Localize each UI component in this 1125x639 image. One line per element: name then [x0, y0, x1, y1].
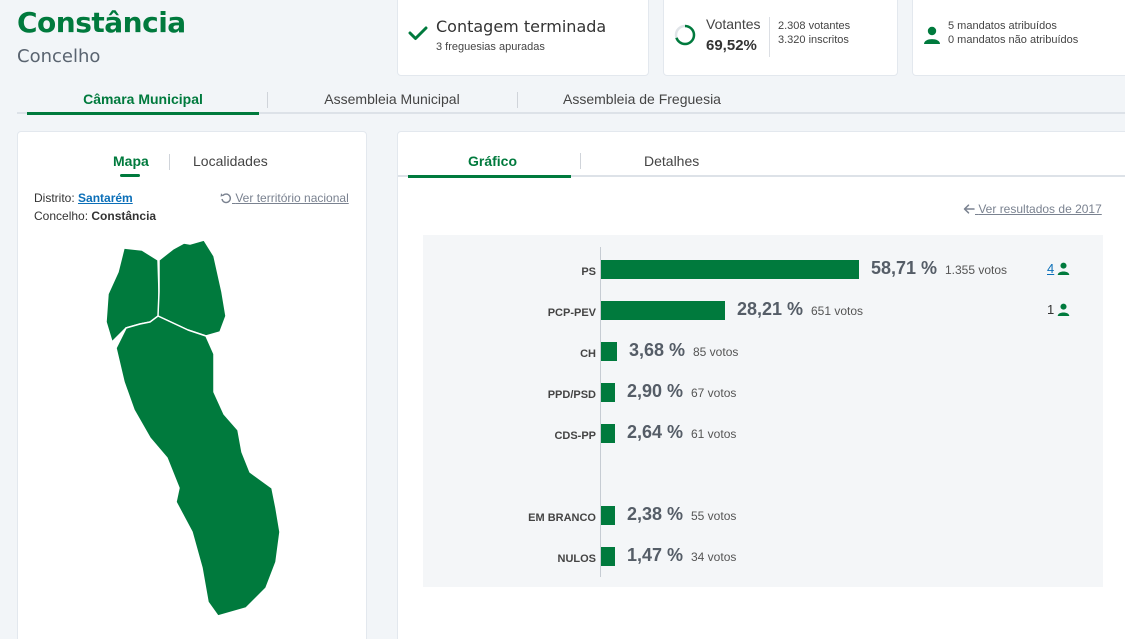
- party-label: EM BRANCO: [528, 512, 596, 524]
- subtab-separator: [169, 154, 170, 170]
- result-bar: [601, 260, 859, 279]
- results-panel: Gráfico Detalhes Ver resultados de 2017 …: [397, 131, 1125, 639]
- seats-number: 1: [1047, 302, 1055, 317]
- district-label: Distrito:: [34, 191, 75, 205]
- tabs-baseline: [17, 112, 1125, 114]
- voters-label: Votantes: [706, 16, 761, 32]
- previous-results-link[interactable]: Ver resultados de 2017: [963, 202, 1102, 216]
- tab-separator: [517, 92, 518, 108]
- map-parish-south[interactable]: [115, 315, 281, 617]
- tab-assembleia-freguesia[interactable]: Assembleia de Freguesia: [563, 91, 721, 107]
- page-subtitle: Concelho: [17, 46, 101, 67]
- chart-axis-line: [600, 247, 601, 577]
- party-label: NULOS: [557, 553, 597, 565]
- percent-label: 28,21 %: [737, 299, 804, 319]
- mandates-assigned: 5 mandatos atribuídos: [948, 20, 1057, 32]
- percent-label: 2,64 %: [627, 422, 684, 442]
- district-link[interactable]: Santarém: [78, 191, 133, 205]
- party-label: CDS-PP: [554, 430, 596, 442]
- tab-separator: [267, 92, 268, 108]
- county-value: Constância: [91, 209, 157, 223]
- votes-label: 85 votos: [693, 345, 739, 359]
- result-bar: [601, 506, 615, 525]
- count-status-detail: 3 freguesias apuradas: [436, 41, 545, 53]
- party-label: CH: [580, 348, 596, 360]
- page-title: Constância: [17, 6, 186, 39]
- person-icon: [1057, 262, 1070, 275]
- chart-row: PS 58,71 % 1.355 votos 4: [423, 258, 1103, 286]
- chart-row: CDS-PP 2,64 % 61 votos: [423, 422, 1103, 450]
- chart-row: NULOS 1,47 % 34 votos: [423, 545, 1103, 573]
- votes-label: 651 votos: [811, 304, 864, 318]
- result-bar: [601, 342, 617, 361]
- party-label: PPD/PSD: [547, 389, 596, 401]
- tab-detalhes[interactable]: Detalhes: [644, 153, 700, 169]
- arrow-left-icon: [963, 204, 975, 214]
- percent-label: 1,47 %: [627, 545, 684, 565]
- chart-row: PPD/PSD 2,90 % 67 votos: [423, 381, 1103, 409]
- tab-localidades[interactable]: Localidades: [193, 153, 268, 169]
- result-bar: [601, 383, 615, 402]
- percent-label: 2,38 %: [627, 504, 684, 524]
- tabs-baseline: [398, 175, 1125, 177]
- person-icon: [924, 26, 940, 44]
- mandates-card: 5 mandatos atribuídos 0 mandatos não atr…: [912, 0, 1125, 76]
- subtab-separator: [580, 153, 581, 169]
- voters-count: 2.308 votantes: [778, 20, 851, 32]
- results-bar-chart: PS 58,71 % 1.355 votos 4 PCP-PEV 28,21 % 651 v…: [423, 235, 1103, 587]
- voters-divider: [769, 17, 770, 57]
- tab-grafico[interactable]: Gráfico: [468, 153, 518, 169]
- votes-label: 55 votos: [691, 509, 737, 523]
- active-subtab-underline: [120, 174, 140, 177]
- votes-label: 34 votos: [691, 550, 737, 564]
- party-label: PS: [581, 266, 596, 278]
- party-label: PCP-PEV: [547, 307, 596, 319]
- active-subtab-underline: [408, 175, 571, 178]
- seats-number: 4: [1047, 261, 1055, 276]
- result-bar: [601, 301, 725, 320]
- result-bar: [601, 424, 615, 443]
- voters-percentage: 69,52%: [706, 37, 757, 54]
- map-panel: Mapa Localidades Distrito: Santarém Conc…: [17, 131, 367, 639]
- voters-card: Votantes 69,52% 2.308 votantes 3.320 ins…: [663, 0, 898, 76]
- tab-mapa[interactable]: Mapa: [113, 153, 149, 169]
- county-info: Concelho: Constância: [34, 209, 156, 223]
- votes-label: 67 votos: [691, 386, 737, 400]
- count-status-card: Contagem terminada 3 freguesias apuradas: [397, 0, 649, 76]
- chart-row: EM BRANCO 2,38 % 55 votos: [423, 504, 1103, 532]
- percent-label: 3,68 %: [629, 340, 686, 360]
- county-map: [105, 239, 281, 617]
- mandates-unassigned: 0 mandatos não atribuídos: [948, 34, 1079, 46]
- active-tab-underline: [27, 112, 259, 115]
- chart-row: CH 3,68 % 85 votos: [423, 340, 1103, 368]
- percent-label: 58,71 %: [871, 258, 938, 278]
- tab-assembleia-municipal[interactable]: Assembleia Municipal: [324, 91, 460, 107]
- election-tabs: Câmara Municipal Assembleia Municipal As…: [17, 84, 1125, 116]
- previous-results-label: Ver resultados de 2017: [978, 202, 1102, 216]
- national-link-label: Ver território nacional: [235, 191, 349, 205]
- result-bar: [601, 547, 615, 566]
- county-label: Concelho:: [34, 209, 89, 223]
- votes-label: 61 votos: [691, 427, 737, 441]
- seats-count[interactable]: 4: [1047, 261, 1070, 276]
- chart-row: PCP-PEV 28,21 % 651 votos 1: [423, 299, 1103, 327]
- registered-count: 3.320 inscritos: [778, 34, 849, 46]
- person-icon: [1057, 303, 1070, 316]
- district-info: Distrito: Santarém: [34, 191, 133, 205]
- turnout-ring-icon: [674, 24, 696, 46]
- count-status-title: Contagem terminada: [436, 17, 607, 36]
- reset-icon: [220, 193, 232, 204]
- seats-count: 1: [1047, 302, 1070, 317]
- percent-label: 2,90 %: [627, 381, 684, 401]
- check-icon: [408, 26, 428, 40]
- national-territory-link[interactable]: Ver território nacional: [220, 191, 349, 205]
- tab-camara-municipal[interactable]: Câmara Municipal: [83, 91, 203, 107]
- votes-label: 1.355 votos: [945, 263, 1008, 277]
